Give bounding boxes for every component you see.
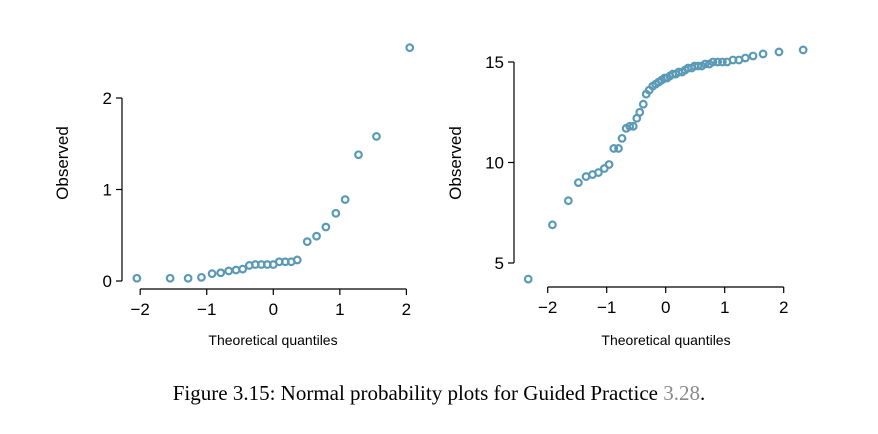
x-axis-title: Theoretical quantiles: [601, 332, 730, 348]
data-point: [625, 121, 635, 131]
data-point: [312, 231, 321, 241]
y-axis-title: Observed: [446, 126, 465, 200]
data-point: [758, 49, 768, 59]
data-point: [573, 178, 583, 188]
x-tick-label: −2: [131, 300, 150, 319]
data-point: [635, 107, 645, 117]
data-point: [748, 51, 758, 61]
data-point: [340, 195, 350, 204]
x-tick-label: 1: [720, 298, 729, 317]
data-point: [798, 45, 808, 55]
y-axis-title: Observed: [53, 126, 72, 200]
data-point: [774, 47, 784, 57]
data-point: [708, 57, 718, 67]
qq-plot-left: −2 −1 0 1 2 0 1 2 Theoretical quantiles Observed: [53, 43, 415, 348]
data-point: [717, 57, 727, 67]
data-point: [224, 266, 234, 276]
data-point: [594, 168, 603, 177]
data-point: [713, 57, 723, 67]
data-point: [354, 150, 363, 160]
data-point: [614, 144, 623, 153]
x-axis-title: Theoretical quantiles: [208, 332, 337, 348]
data-point: [132, 273, 142, 283]
x-tick-label: −1: [597, 298, 616, 317]
data-point: [321, 222, 331, 232]
x-tick-label: −2: [538, 298, 557, 317]
data-point: [238, 264, 248, 274]
data-point: [563, 196, 573, 206]
data-point: [216, 268, 226, 278]
data-point: [548, 220, 557, 230]
caption-text: Figure 3.15: Normal probability plots fo…: [172, 381, 658, 405]
data-point: [207, 269, 217, 279]
y-tick-label: 1: [103, 181, 112, 200]
y-tick-label: 10: [485, 154, 504, 173]
data-point: [197, 272, 206, 282]
data-point: [405, 43, 415, 53]
data-point: [372, 132, 381, 141]
data-point: [638, 99, 648, 109]
y-tick-label: 0: [103, 272, 112, 291]
data-point: [523, 274, 533, 284]
data-point: [165, 273, 175, 283]
data-point: [183, 273, 193, 283]
y-tick-label: 15: [485, 53, 504, 72]
qq-plot-right: −2 −1 0 1 2 5 10 15 Theoretical quantiles Observe…: [446, 45, 808, 348]
data-point: [628, 121, 638, 131]
x-tick-label: 2: [779, 298, 788, 317]
caption-end: .: [700, 381, 706, 405]
data-point: [617, 133, 627, 143]
y-tick-label: 2: [103, 89, 112, 108]
data-point: [700, 59, 710, 69]
x-tick-label: 1: [335, 300, 344, 319]
data-point: [740, 53, 750, 63]
data-point: [609, 144, 619, 153]
data-point: [231, 265, 241, 275]
caption-reference[interactable]: 3.28: [663, 381, 700, 405]
x-tick-label: −1: [197, 300, 216, 319]
data-point: [292, 255, 302, 265]
y-tick-label: 5: [495, 254, 504, 273]
data-point: [604, 160, 614, 169]
data-point: [331, 208, 341, 218]
x-tick-label: 0: [269, 300, 278, 319]
x-tick-label: 0: [661, 298, 670, 317]
figure-caption: Figure 3.15: Normal probability plots fo…: [0, 381, 878, 406]
x-tick-label: 2: [402, 300, 411, 319]
data-point: [302, 237, 312, 247]
